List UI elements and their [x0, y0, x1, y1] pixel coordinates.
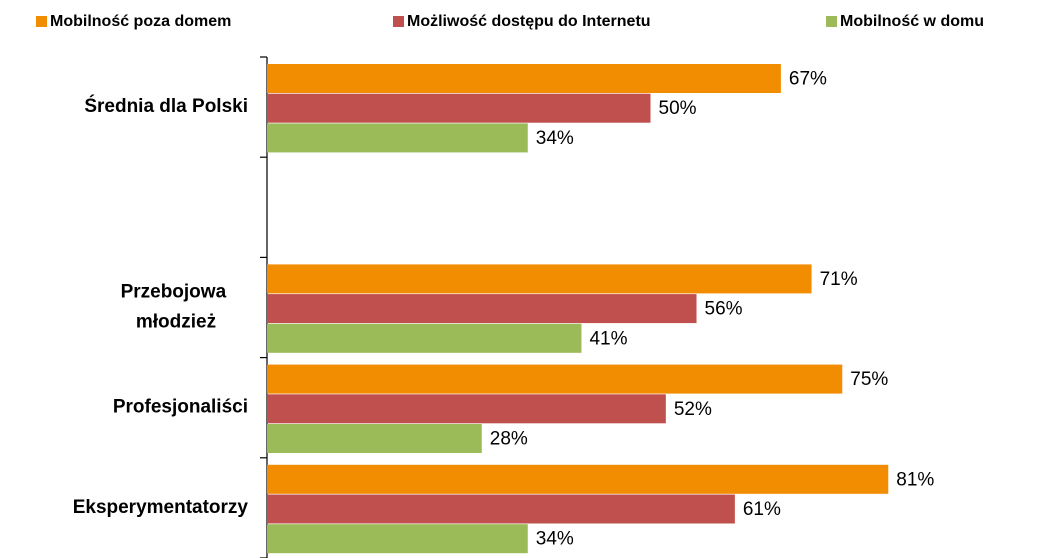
bar — [267, 323, 582, 353]
bar — [267, 394, 666, 424]
legend-swatch — [393, 16, 404, 27]
legend-label: Mobilność w domu — [840, 13, 984, 30]
legend-swatch — [36, 16, 47, 27]
bar — [267, 464, 889, 494]
legend-label: Możliwość dostępu do Internetu — [407, 13, 651, 30]
bar — [267, 264, 812, 294]
value-label: 50% — [659, 98, 697, 119]
legend-label: Mobilność poza domem — [50, 13, 231, 30]
category-label: Przebojowa młodzież — [121, 282, 232, 333]
category-label: Profesjonaliści — [113, 397, 248, 418]
bar — [267, 494, 735, 524]
value-label: 41% — [589, 328, 627, 349]
bar — [267, 424, 482, 453]
bar — [267, 93, 651, 123]
value-label: 81% — [896, 469, 934, 490]
bar — [267, 294, 697, 324]
legend-swatch — [826, 16, 837, 27]
value-label: 61% — [743, 499, 781, 520]
value-label: 71% — [820, 269, 858, 290]
category-label: Eksperymentatorzy — [73, 497, 249, 518]
value-label: 34% — [536, 529, 574, 550]
value-label: 34% — [536, 128, 574, 149]
value-label: 67% — [789, 69, 827, 90]
category-label: Średnia dla Polski — [84, 95, 248, 117]
bar — [267, 524, 528, 554]
bar — [267, 364, 843, 394]
bar — [267, 64, 781, 93]
value-label: 28% — [490, 429, 528, 450]
bar — [267, 123, 528, 153]
value-label: 75% — [850, 369, 888, 390]
value-label: 56% — [705, 299, 743, 320]
value-label: 52% — [674, 399, 712, 420]
